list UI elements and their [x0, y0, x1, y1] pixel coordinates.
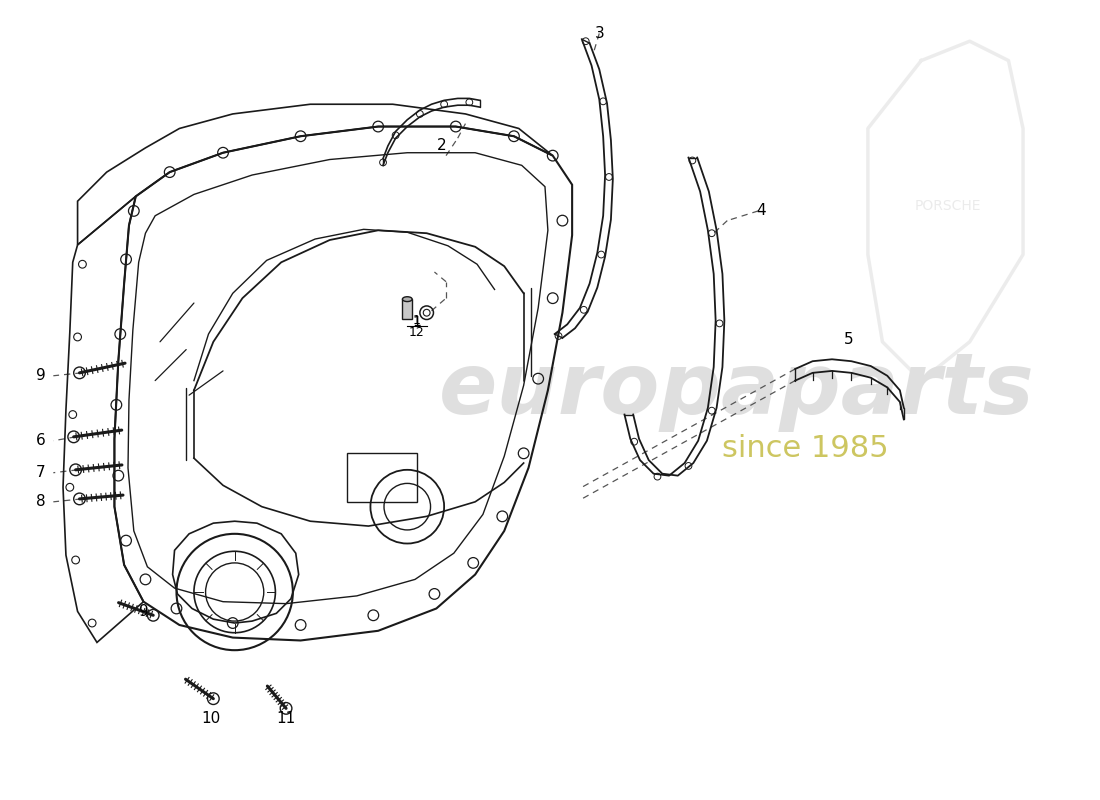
Text: 10: 10 [201, 710, 221, 726]
Text: 11: 11 [276, 710, 296, 726]
Text: 12: 12 [409, 326, 425, 338]
Bar [348, 454, 417, 502]
Text: since 1985: since 1985 [722, 434, 888, 463]
Text: PORSCHE: PORSCHE [915, 199, 981, 213]
Text: europaparts: europaparts [439, 349, 1035, 432]
Text: 7: 7 [36, 466, 45, 480]
Text: 3: 3 [594, 26, 604, 41]
Text: 2: 2 [437, 138, 446, 154]
Text: 8: 8 [36, 494, 45, 510]
Text: 4: 4 [757, 203, 766, 218]
Text: 6: 6 [36, 434, 45, 448]
Text: 9: 9 [36, 368, 45, 383]
Ellipse shape [403, 297, 412, 302]
Text: 1: 1 [412, 315, 421, 330]
Text: 5: 5 [844, 332, 854, 347]
Bar [403, 299, 412, 318]
Text: 1: 1 [412, 314, 421, 327]
Text: 9: 9 [139, 604, 148, 619]
